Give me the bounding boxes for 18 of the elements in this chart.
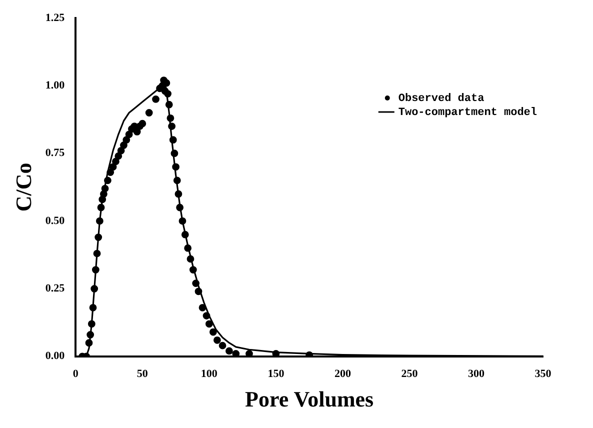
- y-tick-label: 0.50: [45, 214, 66, 227]
- x-tick-label: 100: [200, 368, 218, 380]
- x-tick-label: 250: [401, 368, 418, 380]
- x-tick-label: 300: [468, 368, 485, 380]
- y-tick-label: 0.25: [45, 282, 66, 295]
- y-tick-label: 0.75: [45, 147, 66, 160]
- y-tick-label: 0.00: [45, 350, 66, 362]
- x-tick-label: 50: [136, 368, 148, 380]
- x-axis-title: Pore Volumes: [245, 386, 374, 412]
- x-tick-label: 200: [334, 368, 352, 380]
- legend-label: Two-compartment model: [398, 106, 538, 119]
- x-tick-label: 150: [268, 368, 285, 380]
- x-tick-label: 0: [72, 368, 79, 380]
- x-tick-label: 350: [534, 368, 552, 380]
- y-tick-label: 1.00: [45, 80, 66, 92]
- y-axis-title: C/Co: [10, 162, 36, 212]
- y-tick-label: 1.25: [45, 12, 66, 24]
- legend-label: Observed data: [398, 92, 485, 105]
